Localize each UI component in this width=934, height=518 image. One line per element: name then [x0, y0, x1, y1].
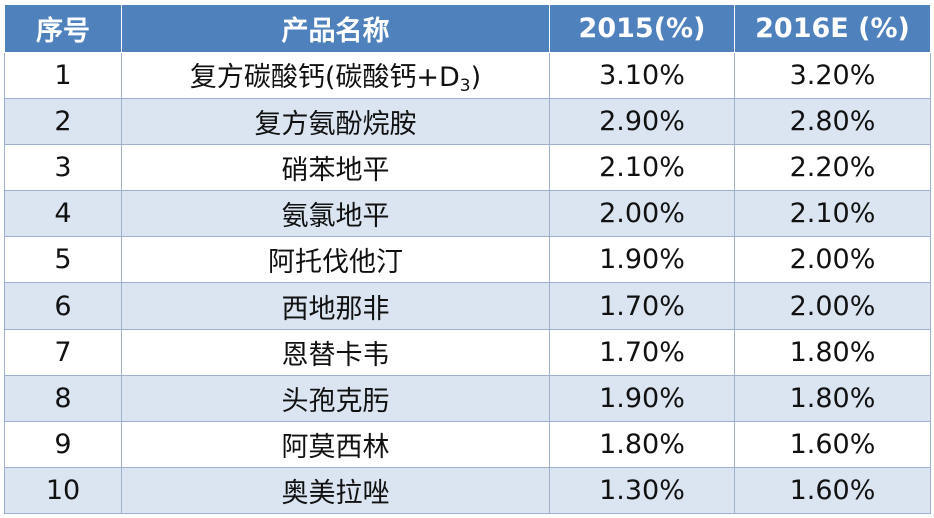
row-2016e-value: 3.20% [734, 51, 931, 100]
row-2016e-value: 2.00% [734, 236, 931, 284]
row-index: 4 [4, 190, 122, 238]
table-row: 4 氨氯地平 2.00% 2.10% [4, 190, 931, 238]
table-row: 2 复方氨酚烷胺 2.90% 2.80% [4, 98, 931, 146]
table-row: 8 头孢克肟 1.90% 1.80% [4, 374, 931, 422]
header-product-name: 产品名称 [121, 4, 550, 53]
product-name-suffix: ) [470, 62, 482, 94]
row-product-name: 硝苯地平 [121, 144, 550, 192]
row-2015-value: 2.90% [549, 98, 735, 146]
row-2016e-value: 1.60% [734, 420, 931, 468]
table-row: 7 恩替卡韦 1.70% 1.80% [4, 328, 931, 376]
table-row: 9 阿莫西林 1.80% 1.60% [4, 420, 931, 468]
table-body: 1 复方碳酸钙(碳酸钙+D3) 3.10% 3.20% 2 复方氨酚烷胺 2.9… [4, 51, 931, 515]
row-index: 2 [4, 98, 122, 146]
row-index: 6 [4, 282, 122, 330]
table-header: 序号 产品名称 2015(%) 2016E (%) [4, 4, 931, 53]
table-row: 5 阿托伐他汀 1.90% 2.00% [4, 236, 931, 284]
row-2015-value: 3.10% [549, 51, 735, 100]
row-product-name: 复方氨酚烷胺 [121, 98, 550, 146]
table-row: 1 复方碳酸钙(碳酸钙+D3) 3.10% 3.20% [4, 51, 931, 100]
row-product-name: 恩替卡韦 [121, 328, 550, 376]
header-2016e: 2016E (%) [734, 4, 931, 53]
row-product-name: 氨氯地平 [121, 190, 550, 238]
row-2016e-value: 2.00% [734, 282, 931, 330]
row-2015-value: 1.70% [549, 328, 735, 376]
row-2016e-value: 1.80% [734, 374, 931, 422]
row-2015-value: 2.10% [549, 144, 735, 192]
table-row: 10 奥美拉唑 1.30% 1.60% [4, 466, 931, 515]
row-2015-value: 2.00% [549, 190, 735, 238]
row-product-name: 西地那非 [121, 282, 550, 330]
row-index: 5 [4, 236, 122, 284]
row-product-name: 头孢克肟 [121, 374, 550, 422]
row-product-name: 阿莫西林 [121, 420, 550, 468]
row-2015-value: 1.90% [549, 236, 735, 284]
header-index: 序号 [4, 4, 122, 53]
header-row: 序号 产品名称 2015(%) 2016E (%) [4, 4, 931, 53]
row-2015-value: 1.70% [549, 282, 735, 330]
row-2015-value: 1.90% [549, 374, 735, 422]
row-2016e-value: 2.20% [734, 144, 931, 192]
row-index: 1 [4, 51, 122, 100]
subscript-text: 3 [459, 76, 471, 97]
row-index: 9 [4, 420, 122, 468]
row-2015-value: 1.80% [549, 420, 735, 468]
row-2016e-value: 1.80% [734, 328, 931, 376]
product-name-text: 复方碳酸钙(碳酸钙+D [189, 62, 460, 94]
row-2016e-value: 1.60% [734, 466, 931, 515]
row-index: 3 [4, 144, 122, 192]
row-index: 7 [4, 328, 122, 376]
row-product-name: 复方碳酸钙(碳酸钙+D3) [121, 51, 550, 100]
header-2015: 2015(%) [549, 4, 735, 53]
row-2015-value: 1.30% [549, 466, 735, 515]
table-row: 6 西地那非 1.70% 2.00% [4, 282, 931, 330]
table-row: 3 硝苯地平 2.10% 2.20% [4, 144, 931, 192]
row-index: 10 [4, 466, 122, 515]
row-2016e-value: 2.80% [734, 98, 931, 146]
sales-share-table: 序号 产品名称 2015(%) 2016E (%) 1 复方碳酸钙(碳酸钙+D3… [4, 4, 931, 515]
row-product-name: 阿托伐他汀 [121, 236, 550, 284]
row-product-name: 奥美拉唑 [121, 466, 550, 515]
row-index: 8 [4, 374, 122, 422]
row-2016e-value: 2.10% [734, 190, 931, 238]
